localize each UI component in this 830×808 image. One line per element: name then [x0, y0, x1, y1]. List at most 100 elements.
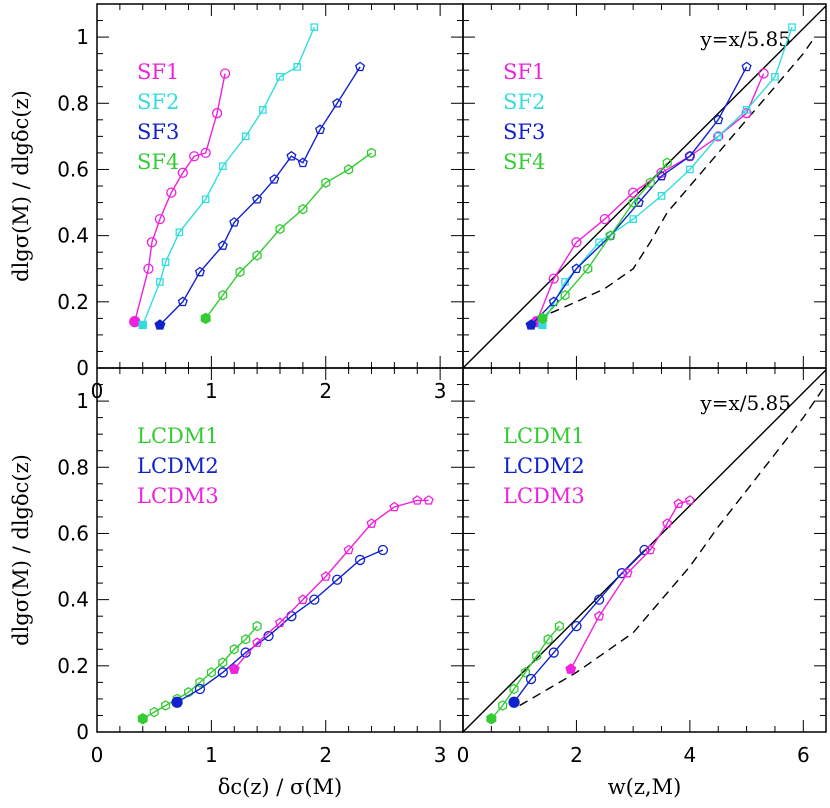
legend-entry: SF1: [137, 60, 179, 84]
data-point: [200, 312, 211, 325]
data-point: [229, 644, 239, 655]
panel-top-right: y=x/5.85 SF1 SF2 SF3 SF4: [462, 3, 827, 369]
data-point: [218, 289, 228, 301]
data-point: [543, 634, 553, 645]
data-point: [138, 320, 147, 330]
data-point: [175, 228, 184, 237]
data-point: [194, 266, 205, 277]
data-point: [605, 230, 616, 241]
data-point: [366, 147, 377, 159]
data-point: [211, 108, 223, 119]
x-tick-label: 2: [570, 743, 583, 767]
data-point: [628, 187, 639, 198]
data-point: [129, 316, 141, 328]
x-tick-label: 2: [319, 379, 332, 403]
data-point: [662, 157, 672, 169]
data-point: [252, 637, 263, 647]
data-point: [684, 150, 695, 161]
data-point: [509, 683, 519, 695]
data-point: [177, 296, 188, 307]
data-point: [788, 23, 796, 31]
legend-entry: SF3: [503, 120, 545, 144]
data-point: [622, 567, 633, 578]
data-point: [554, 620, 564, 632]
data-point: [662, 518, 673, 528]
data-point: [508, 696, 520, 708]
data-point: [571, 263, 582, 274]
series-line-lcdm3: [233, 499, 429, 670]
data-point: [298, 203, 308, 215]
x-tick-label: 4: [684, 743, 697, 767]
x-tick-label: 3: [434, 379, 447, 403]
data-point: [177, 167, 188, 178]
data-point: [252, 620, 262, 632]
data-point: [714, 132, 723, 141]
data-point: [297, 594, 308, 604]
data-point: [657, 192, 666, 200]
legend-entry: SF2: [503, 90, 545, 114]
x-tick-label: 1: [205, 379, 218, 403]
data-point: [218, 162, 227, 170]
y-axis-label: dlgσ(M) / dlgδc(z): [9, 454, 33, 646]
series-line-sf2: [142, 26, 315, 326]
data-point: [200, 147, 211, 159]
data-point: [156, 278, 164, 286]
data-point: [594, 610, 605, 621]
data-point: [684, 495, 695, 505]
series-line-sf3: [159, 66, 361, 326]
data-point: [161, 700, 171, 711]
data-point: [645, 544, 656, 555]
data-point: [235, 266, 245, 278]
data-point: [583, 263, 593, 274]
data-point: [498, 700, 508, 711]
data-point: [274, 617, 286, 628]
data-point: [315, 124, 326, 135]
plot-frame: [96, 367, 464, 733]
data-point: [713, 131, 724, 142]
data-point: [297, 157, 308, 168]
data-point: [771, 72, 779, 81]
legend-entry: LCDM1: [137, 424, 219, 448]
panel-bottom-right: 0 2 4 6 w(z,M) y=x/5.85 LCDM1 LCDM2 LCDM3: [457, 367, 827, 799]
data-point: [229, 217, 240, 227]
y-tick-label: 0.6: [57, 157, 89, 181]
data-point: [217, 667, 228, 678]
annotation-text: y=x/5.85: [699, 391, 791, 415]
y-axis-label: dlgσ(M) / dlgδc(z): [9, 90, 33, 282]
data-point: [560, 289, 570, 301]
data-point: [218, 657, 228, 668]
annotation-text: y=x/5.85: [699, 27, 791, 51]
x-tick-label: 2: [319, 743, 332, 767]
data-point: [741, 61, 752, 72]
y-tick-label: 1: [76, 25, 89, 49]
legend-entry: LCDM2: [137, 454, 219, 478]
y-tick-label: 0.8: [57, 91, 89, 115]
data-point: [343, 544, 354, 555]
data-point: [217, 240, 228, 250]
data-point: [565, 663, 577, 674]
y-tick-label: 0.6: [57, 521, 89, 545]
legend-entry: SF2: [137, 90, 179, 114]
data-point: [548, 273, 559, 284]
legend-entry: LCDM2: [503, 454, 585, 478]
series-line-sf2: [541, 26, 793, 326]
data-point: [309, 594, 320, 605]
data-point: [137, 713, 148, 725]
data-point: [571, 237, 582, 248]
data-point: [332, 574, 343, 585]
data-point: [593, 594, 605, 605]
data-point: [171, 696, 183, 708]
y-tick-label: 0: [76, 356, 89, 380]
data-point: [520, 667, 530, 678]
data-point: [240, 647, 251, 658]
data-point: [377, 544, 389, 556]
data-point: [269, 174, 280, 184]
legend-entry: LCDM1: [503, 424, 585, 448]
series-line-sf3: [530, 66, 748, 326]
y-tick-label: 0.4: [57, 224, 89, 248]
series-line-lcdm2: [513, 549, 646, 703]
series-line-sf1: [134, 73, 226, 322]
data-point: [486, 713, 497, 725]
data-point: [275, 223, 285, 235]
